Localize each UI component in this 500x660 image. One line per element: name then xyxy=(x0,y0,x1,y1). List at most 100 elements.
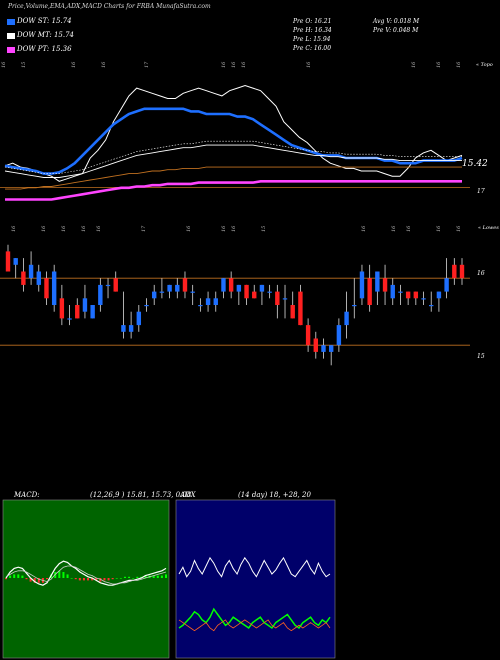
candle-body xyxy=(182,278,188,292)
macd-hist-bar xyxy=(136,576,139,578)
pre-close: Pre C: 16.00 xyxy=(293,45,332,52)
candle-level-16: 16 xyxy=(477,270,485,277)
candle-body xyxy=(82,298,88,312)
date-label-bottom: 16 xyxy=(456,225,462,232)
macd-hist-bar xyxy=(156,575,159,578)
candle-body xyxy=(328,345,334,352)
candle-body xyxy=(152,291,157,299)
ema-mid-line xyxy=(4,144,462,178)
candle-body xyxy=(459,264,465,279)
date-label-bottom: 15 xyxy=(261,226,267,232)
pre-volume: Pre V: 0.048 M xyxy=(373,27,419,34)
candle-body xyxy=(213,298,218,305)
pre-low: Pre L: 15.94 xyxy=(293,36,331,43)
macd-hist-bar xyxy=(87,578,90,581)
macd-title: MACD: xyxy=(14,491,40,499)
adx-panel-bg xyxy=(175,499,336,659)
pre-open: Pre O: 16.21 xyxy=(293,18,332,25)
macd-hist-bar xyxy=(119,578,122,579)
macd-hist-bar xyxy=(17,574,20,578)
macd-hist-bar xyxy=(107,578,110,581)
candle-body xyxy=(144,305,149,307)
candle-body xyxy=(382,278,388,292)
candle-panel xyxy=(0,244,470,366)
candle-body xyxy=(290,305,295,319)
candle-body xyxy=(75,305,80,319)
candle-body xyxy=(136,311,142,326)
macd-hist-bar xyxy=(103,578,106,581)
candle-body xyxy=(344,311,349,326)
legend-swatch-st xyxy=(7,19,15,25)
macd-hist-bar xyxy=(95,578,98,581)
candle-body xyxy=(305,325,311,346)
candle-body xyxy=(375,271,380,292)
chart-title: Price,Volume,EMA,ADX,MACD Charts for FRB… xyxy=(8,3,211,10)
macd-hist-bar xyxy=(99,578,102,582)
candle-body xyxy=(313,338,318,352)
date-label-bottom: 16 xyxy=(361,225,367,232)
date-label-bottom: 16 xyxy=(186,225,192,232)
date-label-top: 15 xyxy=(21,62,27,68)
candle-body xyxy=(175,284,180,292)
candle-body xyxy=(36,271,41,285)
macd-hist-bar xyxy=(54,572,57,578)
legend-dow-mt: DOW MT: 15.74 xyxy=(17,31,74,39)
candle-body xyxy=(5,251,11,272)
macd-line xyxy=(5,560,167,586)
date-label-top: 17 xyxy=(144,61,150,68)
date-label-top: 16 xyxy=(241,61,247,68)
candle-body xyxy=(444,278,449,292)
candle-body xyxy=(121,325,126,332)
legend-swatch-pt xyxy=(7,47,15,53)
candle-body xyxy=(367,278,372,305)
candle-body xyxy=(13,258,18,265)
last-price-label: 15.42 xyxy=(462,159,488,169)
macd-hist-bar xyxy=(58,570,61,578)
candle-body xyxy=(198,305,203,307)
macd-hist-bar xyxy=(82,578,85,581)
ema-level-label: 17 xyxy=(477,188,485,195)
macd-hist-bar xyxy=(33,578,36,583)
date-label-top: 16 xyxy=(101,61,107,68)
candle-body xyxy=(28,264,34,279)
adx-line xyxy=(178,556,331,578)
date-label-bottom: 16 xyxy=(391,225,397,232)
candle-body xyxy=(321,345,326,352)
candle-body xyxy=(44,278,49,299)
date-label-top: 16 xyxy=(221,61,227,68)
macd-hist-bar xyxy=(123,576,126,578)
date-labels-top: 16 15 16 16 17 16 16 16 16 16 16 16 xyxy=(1,61,462,68)
date-label-bottom: 16 xyxy=(436,225,442,232)
macd-panel-bg xyxy=(2,499,170,659)
date-label-top: 16 xyxy=(1,61,7,68)
candle-body xyxy=(21,271,26,285)
date-label-bottom: 16 xyxy=(406,225,412,232)
ema-panel xyxy=(0,84,470,201)
macd-hist-bar xyxy=(74,578,77,580)
avg-volume: Avg V: 0.018 M xyxy=(373,18,420,25)
candle-body xyxy=(113,278,118,292)
ema-short-line xyxy=(4,107,463,175)
macd-hist-bar xyxy=(37,578,40,583)
candle-body xyxy=(221,278,226,292)
candle-body xyxy=(352,305,357,307)
candle-body xyxy=(298,291,303,326)
candle-body xyxy=(51,271,57,305)
macd-signal-line xyxy=(5,565,167,585)
macd-hist-bar xyxy=(70,578,73,579)
adx-minus-di-line xyxy=(178,619,331,632)
candle-body xyxy=(228,278,234,292)
macd-hist-bar xyxy=(62,572,65,578)
macd-hist-bar xyxy=(29,578,32,582)
candle-body xyxy=(390,284,395,299)
macd-panel xyxy=(5,560,167,586)
ema-brown-line xyxy=(5,166,462,190)
date-label-bottom: 16 xyxy=(81,225,87,232)
date-labels-bottom: 16 16 16 16 16 17 16 16 16 15 16 16 16 16 16 xyxy=(11,225,462,232)
date-label-bottom: 16 xyxy=(221,225,227,232)
pre-high: Pre H: 16.34 xyxy=(293,27,332,34)
macd-hist-bar xyxy=(46,578,49,580)
macd-hist-bar xyxy=(128,576,131,578)
macd-hist-bar xyxy=(13,574,16,578)
